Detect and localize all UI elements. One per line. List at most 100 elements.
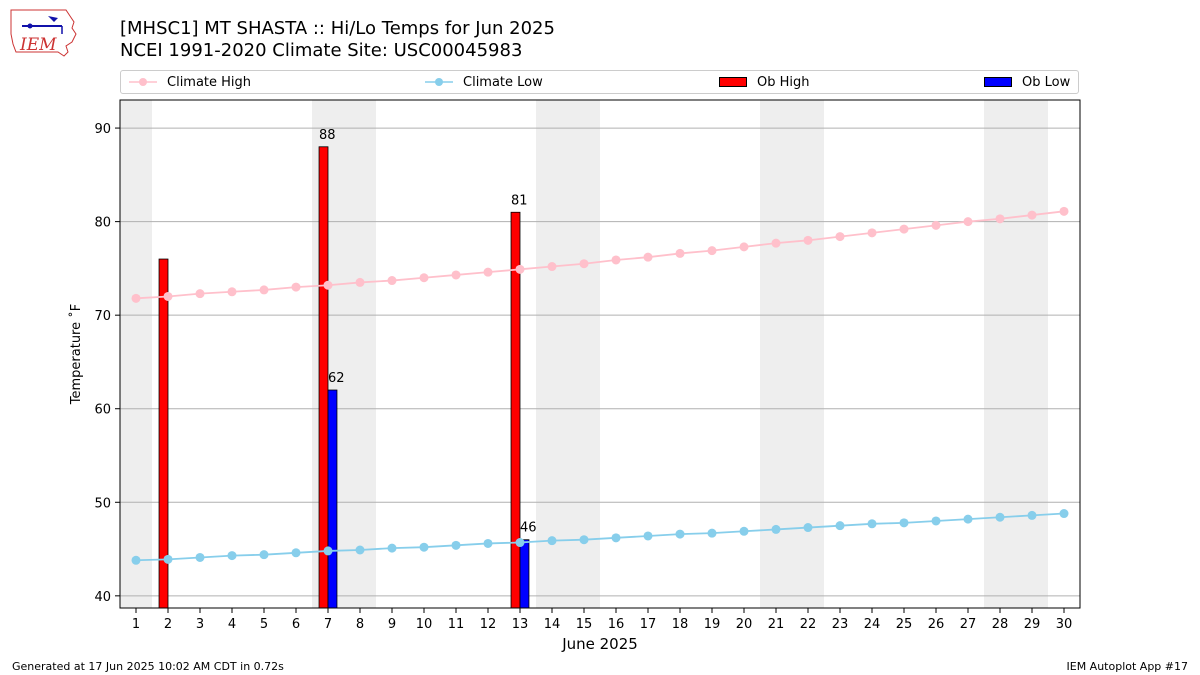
climate-high-point-day-16: [611, 255, 621, 265]
ob-high-bar-day-7: [318, 146, 329, 608]
y-tick-label-40: 40: [94, 590, 111, 605]
weekend-shade-day-8: [344, 100, 376, 608]
climate-high-point-day-5: [259, 285, 269, 295]
y-tick-label-90: 90: [94, 122, 111, 137]
ob-high-label-day-13: 81: [511, 193, 528, 208]
climate-high-point-day-9: [387, 276, 397, 286]
weekend-shade-day-14: [536, 100, 568, 608]
ob-high-swatch: [719, 77, 747, 87]
x-tick-label-23: 23: [832, 617, 849, 632]
x-tick-label-26: 26: [928, 617, 945, 632]
ob-low-label-day-7: 62: [328, 371, 345, 386]
climate-high-point-day-27: [963, 217, 973, 227]
climate-high-point-day-2: [163, 291, 173, 301]
climate-high-swatch: [129, 78, 157, 86]
climate-high-point-day-8: [355, 277, 365, 287]
climate-high-point-day-20: [739, 242, 749, 252]
ob-high-label-day-7: 88: [319, 128, 336, 143]
weekend-shade-day-1: [120, 100, 152, 608]
climate-low-point-day-28: [995, 512, 1005, 522]
plot-area: [120, 100, 1080, 608]
x-tick-label-7: 7: [324, 617, 332, 632]
y-tick-label-70: 70: [94, 309, 111, 324]
climate-high-point-day-29: [1027, 210, 1037, 220]
ob-high-bar-day-13: [510, 211, 521, 608]
climate-low-point-day-10: [419, 542, 429, 552]
chart-title: [MHSC1] MT SHASTA :: Hi/Lo Temps for Jun…: [120, 18, 555, 39]
ob-low-bar-day-7: [327, 389, 338, 608]
climate-high-point-day-21: [771, 238, 781, 248]
climate-low-point-day-14: [547, 536, 557, 546]
legend-ob-high-label: Ob High: [757, 74, 810, 90]
climate-low-point-day-6: [291, 548, 301, 558]
climate-high-point-day-19: [707, 246, 717, 256]
weekend-shade-day-21: [760, 100, 792, 608]
climate-high-point-day-7: [323, 280, 333, 290]
y-axis-label: Temperature ˚F: [68, 304, 84, 405]
x-tick-label-12: 12: [480, 617, 497, 632]
climate-high-point-day-3: [195, 289, 205, 299]
x-tick-label-21: 21: [768, 617, 785, 632]
x-tick-label-30: 30: [1056, 617, 1073, 632]
legend-ob-low-label: Ob Low: [1022, 74, 1071, 90]
x-tick-label-13: 13: [512, 617, 529, 632]
weekend-shade-day-28: [984, 100, 1016, 608]
climate-low-point-day-8: [355, 545, 365, 555]
climate-high-point-day-18: [675, 248, 685, 258]
climate-high-line: [135, 210, 1065, 300]
climate-low-point-day-17: [643, 531, 653, 541]
weekend-shade-day-15: [568, 100, 600, 608]
x-tick-label-15: 15: [576, 617, 593, 632]
climate-high-point-day-14: [547, 262, 557, 272]
climate-high-point-day-25: [899, 224, 909, 234]
climate-low-point-day-30: [1059, 509, 1069, 519]
chart-legend: Climate High Climate Low Ob High Ob Low: [120, 70, 1079, 94]
climate-low-point-day-15: [579, 535, 589, 545]
generated-timestamp: Generated at 17 Jun 2025 10:02 AM CDT in…: [12, 660, 284, 673]
x-tick-label-10: 10: [416, 617, 433, 632]
ob-high-bar-day-2: [158, 258, 169, 608]
climate-low-point-day-18: [675, 529, 685, 539]
climate-low-point-day-24: [867, 519, 877, 529]
x-tick-label-24: 24: [864, 617, 881, 632]
legend-climate-low-label: Climate Low: [463, 74, 543, 90]
y-tick-label-60: 60: [94, 403, 111, 418]
x-tick-label-19: 19: [704, 617, 721, 632]
legend-climate-high: Climate High: [129, 71, 251, 93]
climate-low-point-day-9: [387, 543, 397, 553]
plot-frame: [119, 99, 1081, 609]
climate-high-point-day-1: [131, 293, 141, 303]
climate-high-point-day-30: [1059, 206, 1069, 216]
climate-high-point-day-28: [995, 214, 1005, 224]
y-tick-label-80: 80: [94, 216, 111, 231]
x-tick-label-2: 2: [164, 617, 172, 632]
climate-low-point-day-29: [1027, 510, 1037, 520]
climate-low-point-day-23: [835, 521, 845, 531]
x-tick-label-17: 17: [640, 617, 657, 632]
iem-logo: IEM: [8, 6, 80, 60]
climate-low-point-day-11: [451, 540, 461, 550]
x-tick-label-4: 4: [228, 617, 236, 632]
climate-low-swatch: [425, 78, 453, 86]
climate-low-point-day-5: [259, 550, 269, 560]
x-tick-label-1: 1: [132, 617, 140, 632]
weekend-shade-day-29: [1016, 100, 1048, 608]
x-tick-label-25: 25: [896, 617, 913, 632]
legend-climate-low: Climate Low: [425, 71, 543, 93]
climate-low-point-day-1: [131, 555, 141, 565]
climate-low-point-day-20: [739, 526, 749, 536]
climate-low-point-day-21: [771, 524, 781, 534]
climate-low-point-day-25: [899, 518, 909, 528]
ob-low-swatch: [984, 77, 1012, 87]
climate-high-point-day-11: [451, 270, 461, 280]
x-tick-label-14: 14: [544, 617, 561, 632]
x-tick-label-20: 20: [736, 617, 753, 632]
x-tick-label-16: 16: [608, 617, 625, 632]
legend-ob-low: Ob Low: [984, 71, 1070, 93]
climate-high-point-day-15: [579, 259, 589, 269]
y-tick-label-50: 50: [94, 496, 111, 511]
climate-high-point-day-13: [515, 264, 525, 274]
climate-low-point-day-12: [483, 538, 493, 548]
climate-high-point-day-17: [643, 252, 653, 262]
